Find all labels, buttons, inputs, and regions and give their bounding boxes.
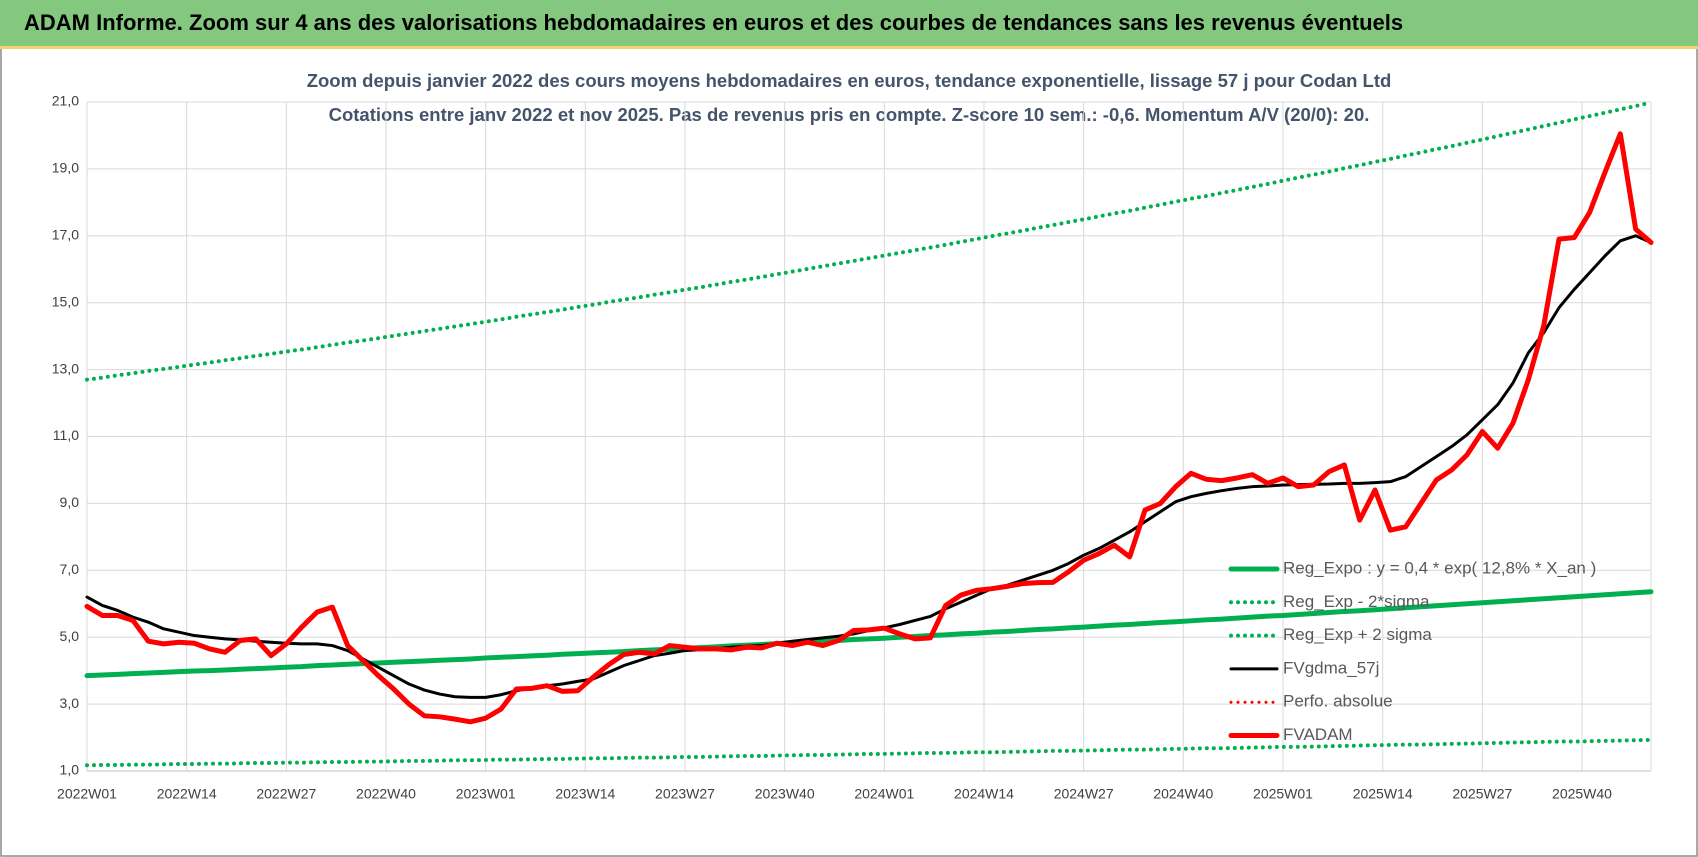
x-tick-label: 2023W01 [456,786,516,802]
x-tick-label: 2022W14 [157,786,217,802]
series-line [85,737,1653,768]
legend-label: Reg_Exp - 2*sigma [1283,592,1430,611]
chart-subtitle: Cotations entre janv 2022 et nov 2025. P… [329,104,1370,125]
legend-label: Reg_Expo : y = 0,4 * exp( 12,8% * X_an ) [1283,558,1596,577]
header-accent [0,46,1698,49]
x-tick-label: 2022W27 [256,786,316,802]
y-tick-label: 3,0 [60,695,80,711]
y-tick-label: 15,0 [52,293,79,309]
y-tick-label: 17,0 [52,227,79,243]
y-tick-label: 13,0 [52,360,79,376]
y-tick-label: 5,0 [60,628,80,644]
series-line [85,100,1653,382]
x-tick-label: 2023W27 [655,786,715,802]
x-tick-label: 2022W01 [57,786,117,802]
series-line [84,131,1654,725]
x-tick-label: 2024W14 [954,786,1014,802]
x-tick-label: 2025W01 [1253,786,1313,802]
legend-label: Reg_Exp + 2 sigma [1283,625,1432,644]
x-tick-label: 2023W14 [555,786,615,802]
x-tick-label: 2024W01 [854,786,914,802]
x-tick-label: 2023W40 [755,786,815,802]
x-tick-label: 2024W40 [1153,786,1213,802]
chart-title: Zoom depuis janvier 2022 des cours moyen… [307,70,1392,91]
plot: 1,0 3,0 5,0 7,0 9,0 11,0 13,0 15,0 17,0 19,0 21,0 2… [52,93,1654,802]
y-tick-label: 1,0 [60,762,80,778]
y-tick-label: 21,0 [52,93,79,109]
legend-label: Perfo. absolue [1283,692,1393,711]
y-tick-label: 11,0 [53,427,79,443]
x-tick-label: 2025W14 [1353,786,1413,802]
x-tick-label: 2025W40 [1552,786,1612,802]
y-tick-label: 7,0 [60,561,80,577]
x-tick-label: 2025W27 [1452,786,1512,802]
x-tick-label: 2022W40 [356,786,416,802]
legend-label: FVADAM [1283,725,1353,744]
legend-label: FVgdma_57j [1283,658,1379,677]
y-tick-label: 9,0 [60,494,80,510]
x-tick-label: 2024W27 [1054,786,1114,802]
header-bar [0,0,1698,46]
header-title: ADAM Informe. Zoom sur 4 ans des valoris… [24,10,1403,35]
series-line [84,589,1654,679]
y-tick-label: 19,0 [52,160,79,176]
